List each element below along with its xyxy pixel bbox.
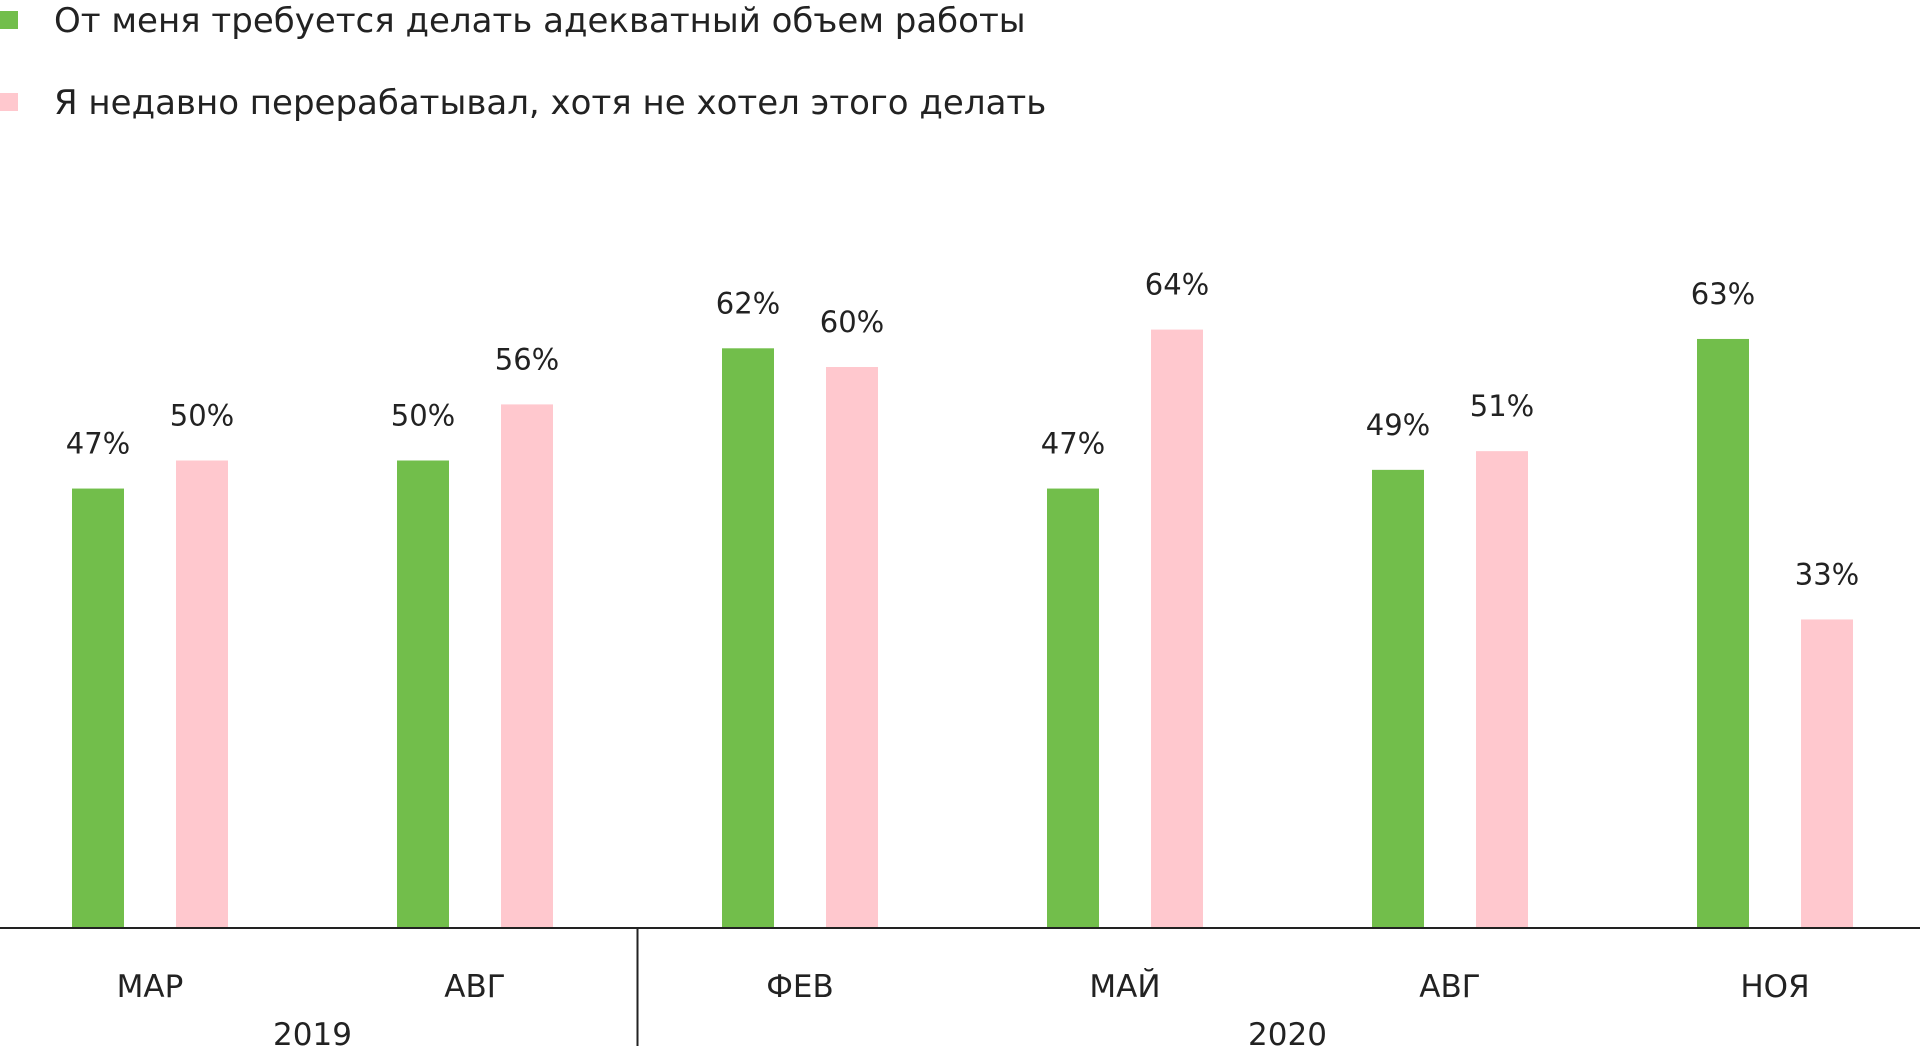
bar-1-6 [1697, 338, 1749, 928]
legend-swatch-1 [0, 11, 18, 29]
value-label-2-6: 33% [1795, 557, 1859, 591]
legend-swatch-2 [0, 93, 18, 111]
value-label-1-4: 47% [1041, 427, 1105, 461]
x-tick-label-3: ФЕВ [766, 969, 834, 1005]
bar-1-1 [72, 488, 124, 928]
value-label-1-6: 63% [1691, 277, 1755, 311]
value-label-2-1: 50% [170, 399, 234, 433]
legend-label-1: От меня требуется делать адекватный объе… [54, 1, 1026, 41]
x-tick-label-2: АВГ [444, 969, 505, 1005]
bar-2-1 [176, 460, 228, 928]
bar-2-4 [1151, 329, 1203, 929]
value-label-1-3: 62% [716, 286, 780, 320]
bar-1-3 [722, 348, 774, 928]
bar-1-4 [1047, 488, 1099, 928]
value-label-2-3: 60% [820, 305, 884, 339]
bar-1-5 [1372, 469, 1424, 928]
bar-2-5 [1476, 451, 1528, 928]
value-label-1-1: 47% [66, 427, 130, 461]
legend-label-2: Я недавно перерабатывал, хотя не хотел э… [54, 83, 1046, 123]
bars [72, 329, 1853, 929]
x-tick-label-4: МАЙ [1089, 969, 1160, 1005]
bar-1-2 [397, 460, 449, 928]
value-label-1-2: 50% [391, 399, 455, 433]
value-label-2-2: 56% [495, 342, 559, 376]
x-tick-label-6: НОЯ [1740, 969, 1809, 1005]
year-label-2: 2020 [1248, 1017, 1327, 1046]
x-tick-label-1: МАР [117, 969, 184, 1005]
value-label-1-5: 49% [1366, 408, 1430, 442]
year-label-1: 2019 [273, 1017, 352, 1046]
x-axis: МАР АВГ ФЕВ МАЙ АВГ НОЯ 2019 2020 [0, 927, 1920, 1046]
value-label-2-4: 64% [1145, 268, 1209, 302]
value-label-2-5: 51% [1470, 389, 1534, 423]
legend: От меня требуется делать адекватный объе… [0, 1, 1046, 123]
value-labels: 47% 50% 50% 56% 62% 60% 47% 64% 49% 51% 63% 33% [66, 268, 1859, 592]
bar-2-6 [1801, 619, 1853, 928]
bar-2-3 [826, 367, 878, 928]
x-tick-label-5: АВГ [1419, 969, 1480, 1005]
bar-2-2 [501, 404, 553, 928]
